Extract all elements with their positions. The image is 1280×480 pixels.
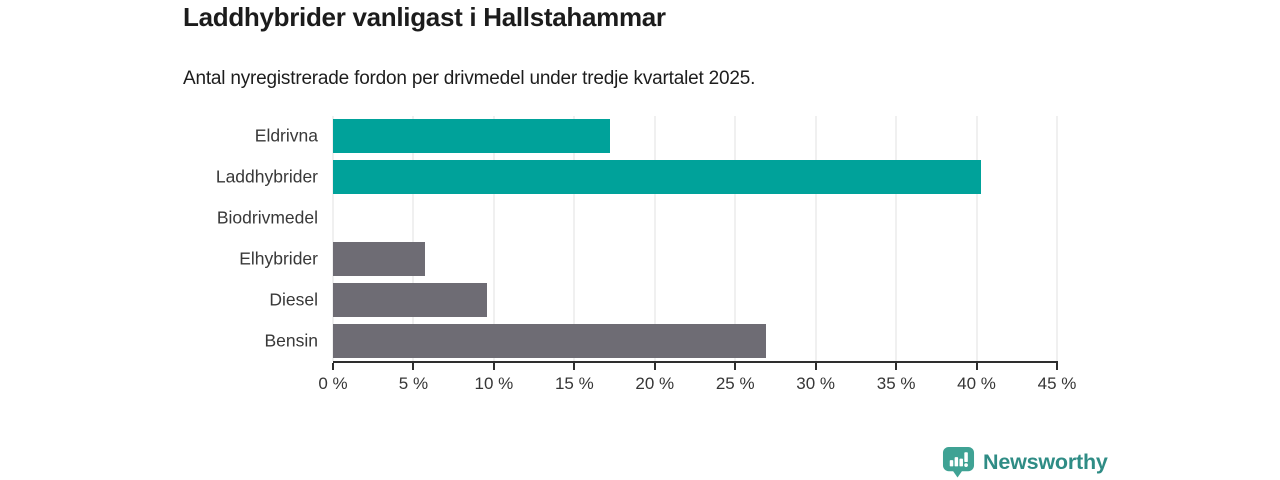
x-axis-tick-label-5: 5 % xyxy=(398,374,429,393)
bar-row-eldrivna: Eldrivna xyxy=(255,116,1057,157)
x-axis-tick-10 xyxy=(492,363,495,370)
bar-row-bensin: Bensin xyxy=(264,320,1057,361)
x-axis-tick-label-45: 45 % xyxy=(1037,374,1077,393)
gridline-40 xyxy=(976,116,978,361)
category-label-eldrivna: Eldrivna xyxy=(254,125,318,146)
bar-laddhybrider xyxy=(333,160,982,195)
x-axis-tick-40 xyxy=(975,363,978,370)
gridline-5 xyxy=(412,116,414,361)
chart-subtitle: Antal nyregistrerade fordon per drivmede… xyxy=(183,68,756,89)
chart-title: Laddhybrider vanligast i Hallstahammar xyxy=(183,2,666,32)
bar-eldrivna xyxy=(333,119,610,154)
bar-row-biodrivmedel: Biodrivmedel xyxy=(217,198,1057,239)
x-axis-tick-label-0: 0 % xyxy=(318,374,348,393)
gridline-45 xyxy=(1056,116,1058,361)
x-axis-tick-label-35: 35 % xyxy=(876,374,916,393)
category-label-elhybrider: Elhybrider xyxy=(239,248,318,269)
x-axis-line xyxy=(333,361,1058,363)
gridline-15 xyxy=(573,116,575,361)
x-axis-tick-35 xyxy=(895,363,898,370)
x-axis-tick-20 xyxy=(653,363,656,370)
gridline-25 xyxy=(734,116,736,361)
x-axis-tick-label-30: 30 % xyxy=(796,374,836,393)
category-label-laddhybrider: Laddhybrider xyxy=(215,166,318,187)
bar-elhybrider xyxy=(333,241,425,276)
x-axis-tick-45 xyxy=(1056,363,1058,370)
gridline-10 xyxy=(493,116,495,361)
category-label-diesel: Diesel xyxy=(269,289,318,310)
x-axis-tick-label-15: 15 % xyxy=(554,374,594,393)
gridline-35 xyxy=(895,116,897,361)
bar-row-diesel: Diesel xyxy=(269,279,1057,320)
bar-row-elhybrider: Elhybrider xyxy=(239,239,1057,280)
newsworthy-logo-text: Newsworthy xyxy=(983,450,1108,474)
bar-row-laddhybrider: Laddhybrider xyxy=(216,157,1057,198)
x-axis-tick-30 xyxy=(814,363,817,370)
x-axis-tick-15 xyxy=(573,363,576,370)
category-label-bensin: Bensin xyxy=(264,330,318,351)
category-label-biodrivmedel: Biodrivmedel xyxy=(216,207,318,228)
plot-area: Eldrivna Laddhybrider Biodrivmedel Elhybrid… xyxy=(216,116,1058,361)
newsworthy-bar-chart-speech-bubble-icon xyxy=(942,446,975,479)
x-axis-tick-25 xyxy=(734,363,737,370)
x-axis-tick-0 xyxy=(332,363,334,370)
x-axis-tick-label-10: 10 % xyxy=(474,374,514,393)
gridline-20 xyxy=(654,116,656,361)
bar-diesel xyxy=(333,282,488,317)
newsworthy-logo: Newsworthy xyxy=(942,446,1108,479)
x-axis-tick-label-40: 40 % xyxy=(957,374,996,393)
gridline-0 xyxy=(332,116,334,361)
bar-bensin xyxy=(333,323,766,358)
x-axis-tick-label-20: 20 % xyxy=(635,374,675,393)
x-axis-tick-5 xyxy=(412,363,415,370)
gridline-30 xyxy=(815,116,817,361)
x-axis-tick-label-25: 25 % xyxy=(715,374,755,393)
